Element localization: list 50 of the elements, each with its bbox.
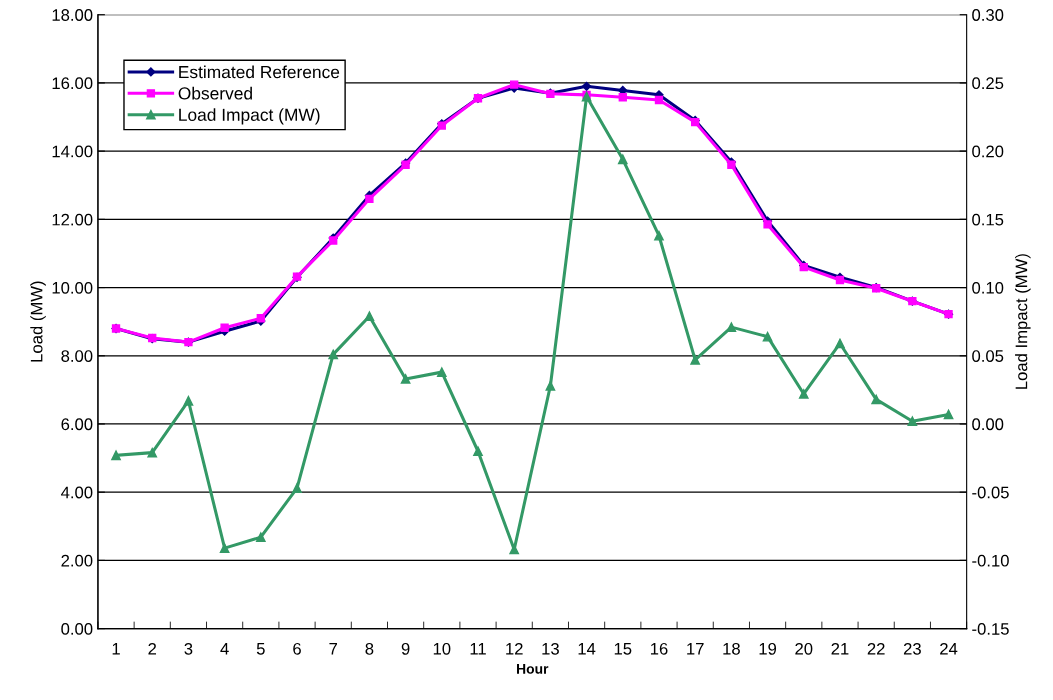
- x-tick-label: 15: [614, 643, 632, 655]
- x-tick-label: 20: [795, 642, 813, 655]
- x-tick-label: 3: [184, 642, 193, 655]
- y2-tick-label: -0.10: [972, 554, 1009, 567]
- x-tick-label: 16: [650, 642, 668, 655]
- y2-tick-label: 0.05: [972, 350, 1004, 362]
- y-tick-label: 12.00: [52, 213, 93, 226]
- x-tick-label: 24: [940, 642, 958, 655]
- y-tick-label: 10.00: [52, 281, 93, 294]
- x-tick-label: 19: [759, 642, 777, 655]
- y2-tick-label: 0.15: [972, 213, 1004, 226]
- x-tick-label: 14: [578, 643, 596, 655]
- x-tick-label: 11: [470, 643, 486, 655]
- y2-tick-label: 0.30: [972, 9, 1004, 21]
- y-tick-label: 14.00: [52, 145, 93, 158]
- legend-label: Estimated Reference: [179, 65, 340, 79]
- x-tick-label: 17: [687, 643, 704, 655]
- y-axis-title: Load (MW): [30, 281, 46, 362]
- x-tick-label: 22: [867, 642, 885, 655]
- y2-tick-label: 0.25: [972, 77, 1004, 90]
- legend-label: Load Impact (MW): [179, 108, 320, 125]
- x-tick-label: 6: [293, 642, 301, 655]
- x-tick-label: 4: [220, 643, 229, 655]
- legend-label: Observed: [178, 86, 252, 100]
- y-tick-label: 4.00: [61, 486, 93, 499]
- x-tick-label: 2: [148, 642, 157, 655]
- y-tick-label: 18.00: [52, 9, 93, 21]
- x-tick-label: 5: [256, 643, 265, 655]
- x-tick-label: 9: [401, 642, 410, 655]
- x-tick-label: 13: [542, 642, 559, 655]
- y-tick-label: 8.00: [61, 350, 93, 362]
- x-tick-label: 1: [112, 643, 120, 655]
- y2-axis-title: Load Impact (MW): [1015, 254, 1031, 389]
- x-tick-label: 18: [723, 642, 740, 655]
- y2-tick-label: -0.05: [972, 486, 1009, 499]
- x-tick-label: 21: [831, 642, 849, 655]
- y2-tick-label: 0.10: [972, 281, 1004, 294]
- y-tick-label: 16.00: [52, 77, 93, 90]
- y2-tick-label: 0.20: [972, 145, 1004, 158]
- y-tick-label: 0.00: [61, 623, 93, 635]
- y-tick-label: 2.00: [61, 554, 93, 567]
- x-tick-label: 8: [365, 642, 374, 655]
- x-axis-title: Hour: [517, 664, 549, 674]
- x-tick-label: 7: [329, 643, 338, 655]
- y2-tick-label: 0.00: [972, 418, 1004, 431]
- x-tick-label: 10: [433, 642, 451, 655]
- y2-tick-label: -0.15: [972, 623, 1009, 635]
- y-tick-label: 6.00: [61, 418, 93, 431]
- x-tick-label: 23: [903, 642, 921, 655]
- x-tick-label: 12: [506, 642, 523, 655]
